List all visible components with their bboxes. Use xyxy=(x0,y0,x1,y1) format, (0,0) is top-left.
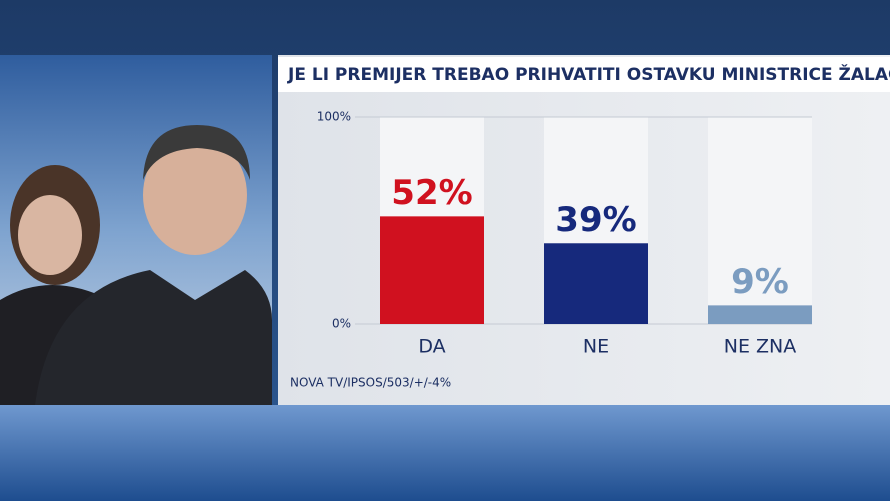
bar xyxy=(708,305,812,324)
background-bottom xyxy=(0,405,890,501)
title-bar xyxy=(278,57,890,92)
value-label: 39% xyxy=(555,200,636,240)
photo-person-face xyxy=(143,135,247,255)
y-tick-label: 100% xyxy=(317,110,351,124)
bar xyxy=(380,216,484,324)
photo-person-face xyxy=(18,195,82,275)
value-label: 9% xyxy=(731,262,789,302)
bar xyxy=(544,243,648,324)
column-background xyxy=(708,117,812,324)
y-tick-label: 0% xyxy=(332,317,351,331)
x-tick-label: NE xyxy=(583,336,609,358)
photo-person-hair xyxy=(143,125,250,180)
x-tick-label: NE ZNA xyxy=(724,336,796,358)
source: NOVA TV/IPSOS/503/+/-4% xyxy=(290,376,451,390)
x-tick-label: DA xyxy=(418,336,445,358)
value-label: 52% xyxy=(391,173,472,213)
chart-title: JE LI PREMIJER TREBAO PRIHVATITI OSTAVKU… xyxy=(287,63,890,85)
photo-person-body xyxy=(35,270,272,405)
